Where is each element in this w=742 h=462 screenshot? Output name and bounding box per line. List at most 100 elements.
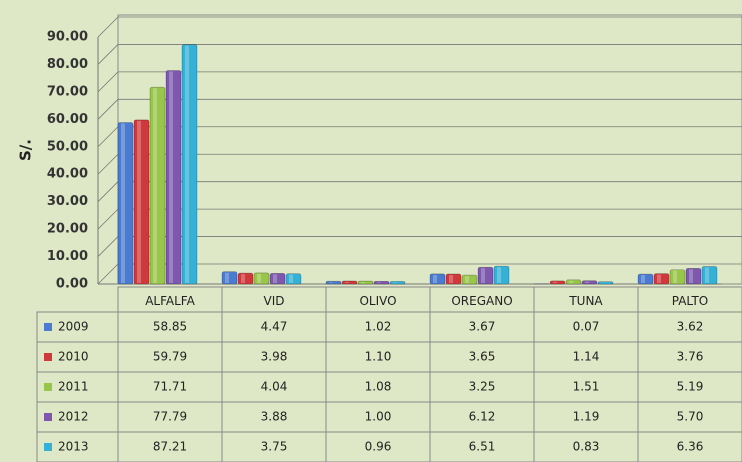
grid-line-side: [97, 153, 119, 175]
table-cell: 3.98: [261, 350, 288, 364]
table-cell: 5.70: [677, 410, 704, 424]
bar-highlight: [433, 274, 437, 283]
table-cell: 1.51: [573, 380, 600, 394]
x-tick-label: ALFALFA: [145, 294, 195, 308]
table-cell: 3.25: [469, 380, 496, 394]
bar-highlight: [481, 268, 485, 283]
bar-highlight: [137, 120, 141, 283]
table-cell: 1.10: [365, 350, 392, 364]
table-cell: 3.62: [677, 320, 704, 334]
bar: [565, 279, 582, 285]
table-cell: 4.47: [261, 320, 288, 334]
bar-highlight: [153, 88, 157, 283]
bar-highlight: [657, 274, 661, 283]
legend-label: 2011: [58, 380, 89, 394]
bar: [389, 281, 406, 285]
bar: [341, 280, 358, 285]
bar: [269, 273, 286, 285]
table-cell: 0.96: [365, 440, 392, 454]
bar-highlight: [361, 282, 365, 283]
legend-swatch: [44, 323, 52, 331]
bar: [357, 280, 374, 285]
bar-highlight: [185, 45, 189, 284]
legend-label: 2013: [58, 440, 89, 454]
legend-label: 2010: [58, 350, 89, 364]
grid-line-side: [97, 44, 119, 65]
bar-highlight: [241, 274, 245, 283]
grid-line-side: [97, 181, 119, 202]
grid-line-side: [97, 236, 119, 257]
grid-line-side: [97, 16, 119, 38]
table-cell: 71.71: [153, 380, 187, 394]
table-cell: 1.02: [365, 320, 392, 334]
table-cell: 3.65: [469, 350, 496, 364]
bar-highlight: [225, 272, 229, 283]
bar: [669, 269, 686, 285]
y-tick-label: 10.00: [47, 249, 88, 264]
bar-highlight: [449, 274, 453, 283]
bar-highlight: [377, 282, 381, 283]
bar-highlight: [121, 123, 125, 283]
bar: [429, 273, 446, 285]
y-tick-label: 60.00: [47, 112, 88, 127]
bar-highlight: [569, 280, 573, 283]
table-cell: 3.88: [261, 410, 288, 424]
table-cell: 5.19: [677, 380, 704, 394]
legend-label: 2012: [58, 410, 89, 424]
bar-highlight: [345, 281, 349, 283]
y-tick-label: 0.00: [56, 277, 88, 292]
bar-highlight: [641, 275, 645, 283]
table-cell: 1.08: [365, 380, 392, 394]
legend-swatch: [44, 353, 52, 361]
legend-swatch: [44, 383, 52, 391]
bar-highlight: [689, 269, 693, 283]
bar: [445, 273, 462, 285]
y-tick-label: 50.00: [47, 139, 88, 154]
bar: [373, 280, 390, 285]
grid-line-side: [97, 263, 119, 285]
bar: [253, 272, 270, 285]
table-cell: 6.36: [677, 440, 704, 454]
bar: [149, 86, 166, 285]
bar-highlight: [289, 274, 293, 283]
y-tick-label: 40.00: [47, 167, 88, 182]
table-cell: 77.79: [153, 410, 187, 424]
x-tick-label: VID: [264, 294, 285, 308]
bar: [285, 273, 302, 285]
table-cell: 6.51: [469, 440, 496, 454]
bar-highlight: [585, 281, 589, 283]
grid-line-side: [97, 71, 119, 93]
grid-line-side: [97, 126, 119, 148]
legend-swatch: [44, 443, 52, 451]
table-cell: 0.07: [573, 320, 600, 334]
bar: [461, 274, 478, 285]
bar: [701, 266, 718, 285]
bar-highlight: [169, 71, 173, 283]
bar-highlight: [329, 282, 333, 283]
bar-highlight: [393, 282, 397, 283]
bar-highlight: [465, 276, 469, 283]
bar: [221, 271, 238, 285]
table-cell: 87.21: [153, 440, 187, 454]
bar: [237, 272, 254, 285]
table-cell: 59.79: [153, 350, 187, 364]
table-cell: 6.12: [469, 410, 496, 424]
x-tick-label: OREGANO: [451, 294, 512, 308]
y-tick-label: 80.00: [47, 57, 88, 72]
legend-swatch: [44, 413, 52, 421]
bar-highlight: [705, 267, 709, 283]
table-cell: 0.83: [573, 440, 600, 454]
bar-highlight: [553, 281, 557, 283]
bar: [165, 70, 182, 285]
x-tick-label: PALTO: [672, 294, 709, 308]
bar: [581, 280, 598, 285]
bar-highlight: [497, 267, 501, 283]
bar: [653, 273, 670, 285]
grid-line-side: [97, 99, 119, 120]
bar-highlight: [673, 270, 677, 283]
table-cell: 3.76: [677, 350, 704, 364]
table-cell: 1.00: [365, 410, 392, 424]
plot-wall: [117, 14, 742, 285]
y-tick-label: 20.00: [47, 222, 88, 237]
